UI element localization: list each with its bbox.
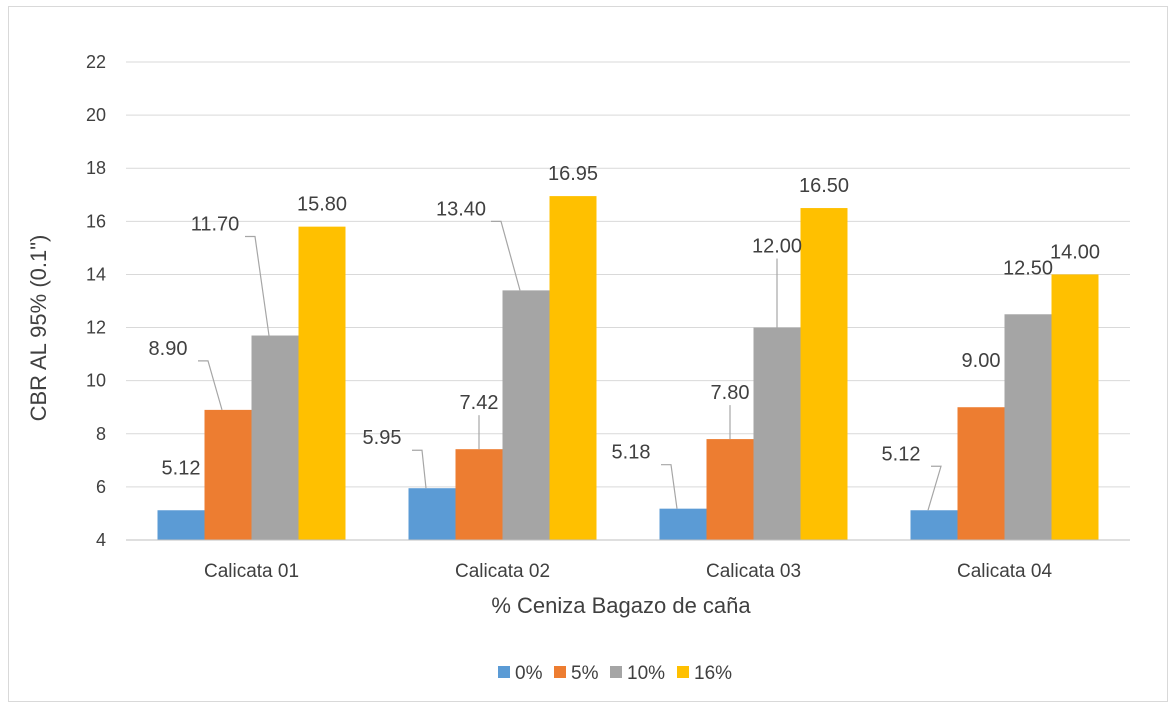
data-label: 13.40 <box>436 198 486 220</box>
y-tick-label: 10 <box>86 371 106 391</box>
bar <box>800 208 848 541</box>
leader-line <box>198 360 223 411</box>
leader-line <box>927 465 942 511</box>
y-tick-label: 22 <box>86 52 106 72</box>
y-tick-label: 14 <box>86 264 106 284</box>
data-label: 5.18 <box>612 442 651 464</box>
data-label: 5.12 <box>882 443 921 465</box>
data-label: 5.95 <box>363 427 402 449</box>
data-label: 14.00 <box>1050 241 1100 263</box>
bars <box>157 196 1099 541</box>
bar <box>408 488 456 540</box>
data-label: 7.80 <box>711 382 750 404</box>
data-label: 7.42 <box>460 392 499 414</box>
x-axis-title: % Ceniza Bagazo de caña <box>491 593 751 618</box>
leader-line <box>661 464 678 509</box>
bar <box>957 407 1005 540</box>
bar <box>204 409 252 540</box>
legend-swatch <box>554 666 566 678</box>
x-axis-categories: Calicata 01 Calicata 02 Calicata 03 Calicat… <box>204 561 1052 582</box>
data-label: 15.80 <box>297 194 347 216</box>
x-category-label: Calicata 04 <box>957 561 1052 582</box>
x-category-label: Calicata 03 <box>706 561 801 582</box>
leader-line <box>412 449 427 489</box>
y-tick-label: 4 <box>96 530 106 550</box>
data-label: 12.00 <box>752 236 802 258</box>
data-label: 5.12 <box>162 457 201 479</box>
legend-swatch <box>498 666 510 678</box>
bar <box>659 508 707 540</box>
y-tick-label: 6 <box>96 477 106 497</box>
data-label: 11.70 <box>191 214 240 236</box>
bar <box>753 327 801 540</box>
legend-swatch <box>610 666 622 678</box>
leader-line <box>245 235 270 336</box>
bar <box>502 290 550 540</box>
y-axis-ticks: 4 6 8 10 12 14 16 18 20 22 <box>86 52 106 550</box>
bar <box>251 335 299 540</box>
leader-line <box>491 220 521 291</box>
x-category-label: Calicata 02 <box>455 561 550 582</box>
legend-label: 5% <box>571 663 599 684</box>
legend-label: 16% <box>694 663 732 684</box>
legend-label: 0% <box>515 663 543 684</box>
x-category-label: Calicata 01 <box>204 561 299 582</box>
bar <box>549 196 597 540</box>
bar <box>910 510 958 540</box>
bar <box>1051 274 1099 540</box>
bar <box>157 510 205 540</box>
legend: 0% 5% 10% 16% <box>498 663 732 684</box>
y-tick-label: 8 <box>96 424 106 444</box>
legend-label: 10% <box>627 663 665 684</box>
data-label: 12.50 <box>1003 257 1053 279</box>
y-axis-title: CBR AL 95% (0.1") <box>26 235 51 422</box>
bar <box>455 449 503 540</box>
bar <box>1004 314 1052 540</box>
data-label: 16.95 <box>548 163 598 185</box>
data-labels: 5.12 8.90 11.70 15.80 5.95 7.42 13.40 16.95 5.18… <box>149 163 1101 479</box>
data-label: 8.90 <box>149 338 188 360</box>
bar <box>298 226 346 540</box>
bar <box>706 439 754 540</box>
y-tick-label: 20 <box>86 105 106 125</box>
y-tick-label: 16 <box>86 211 106 231</box>
label-leader-lines <box>198 220 942 511</box>
legend-swatch <box>677 666 689 678</box>
y-tick-label: 12 <box>86 318 106 338</box>
data-label: 9.00 <box>962 350 1001 372</box>
data-label: 16.50 <box>799 175 849 197</box>
y-tick-label: 18 <box>86 158 106 178</box>
